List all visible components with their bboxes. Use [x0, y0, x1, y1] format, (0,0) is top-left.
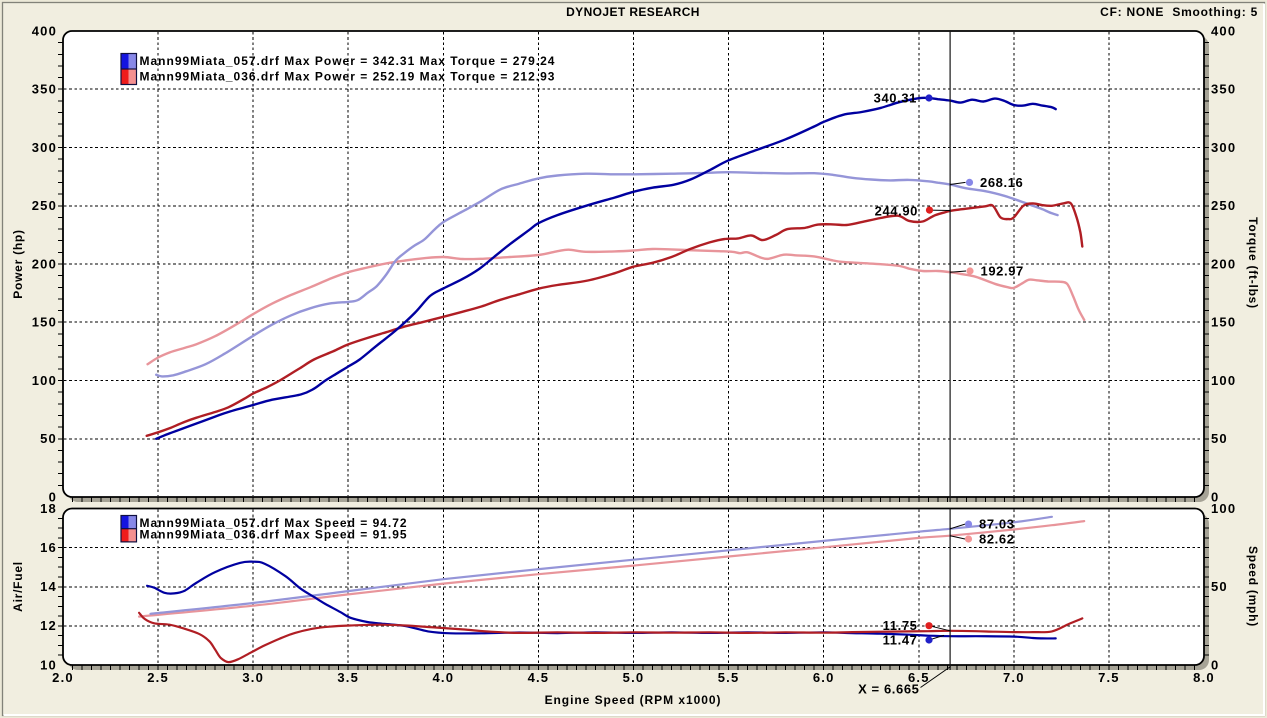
svg-text:Mann99Miata_057.drf Max Speed: Mann99Miata_057.drf Max Speed = 94.72 [140, 516, 408, 530]
svg-text:Power (hp): Power (hp) [11, 229, 25, 299]
svg-text:Speed (mph): Speed (mph) [1246, 546, 1260, 627]
svg-text:3.0: 3.0 [242, 670, 264, 685]
svg-text:100: 100 [1211, 373, 1236, 388]
svg-text:200: 200 [1211, 256, 1236, 271]
svg-text:268.16: 268.16 [980, 175, 1023, 190]
svg-text:DYNOJET RESEARCH: DYNOJET RESEARCH [566, 5, 700, 19]
svg-text:7.0: 7.0 [1003, 670, 1025, 685]
svg-text:0: 0 [1211, 489, 1219, 504]
svg-text:2.0: 2.0 [52, 670, 74, 685]
svg-text:Mann99Miata_036.drf Max Power: Mann99Miata_036.drf Max Power = 252.19 M… [140, 69, 556, 83]
svg-text:CF: NONE Smoothing: 5: CF: NONE Smoothing: 5 [1100, 5, 1258, 19]
svg-text:300: 300 [32, 140, 57, 155]
svg-text:7.5: 7.5 [1098, 670, 1120, 685]
svg-text:150: 150 [32, 315, 57, 330]
svg-text:87.03: 87.03 [979, 517, 1015, 532]
svg-text:50: 50 [40, 431, 57, 446]
svg-text:14: 14 [40, 579, 57, 594]
svg-text:250: 250 [32, 198, 57, 213]
svg-text:X = 6.665: X = 6.665 [858, 682, 919, 697]
svg-text:100: 100 [1211, 501, 1236, 516]
svg-text:244.90: 244.90 [875, 204, 918, 219]
svg-text:5.0: 5.0 [623, 670, 645, 685]
svg-text:3.5: 3.5 [337, 670, 359, 685]
svg-text:11.75: 11.75 [883, 618, 918, 633]
svg-text:100: 100 [32, 373, 57, 388]
svg-text:50: 50 [1211, 579, 1228, 594]
svg-text:2.5: 2.5 [147, 670, 169, 685]
svg-text:192.97: 192.97 [981, 264, 1024, 279]
svg-text:5.5: 5.5 [718, 670, 740, 685]
svg-text:0: 0 [1211, 657, 1219, 672]
svg-text:12: 12 [40, 618, 57, 633]
svg-text:Air/Fuel: Air/Fuel [11, 561, 25, 612]
svg-text:150: 150 [1211, 315, 1236, 330]
svg-text:400: 400 [1211, 23, 1236, 38]
svg-text:6.5: 6.5 [908, 670, 930, 685]
svg-text:0: 0 [49, 489, 57, 504]
svg-text:Engine Speed (RPM x1000): Engine Speed (RPM x1000) [545, 693, 722, 707]
svg-text:8.0: 8.0 [1193, 670, 1215, 685]
svg-text:4.0: 4.0 [432, 670, 454, 685]
svg-text:340.31: 340.31 [874, 91, 917, 106]
svg-text:350: 350 [1211, 82, 1236, 97]
svg-text:16: 16 [40, 540, 57, 555]
svg-text:10: 10 [40, 657, 57, 672]
svg-text:11.47: 11.47 [883, 633, 918, 648]
svg-text:250: 250 [1211, 198, 1236, 213]
svg-text:6.0: 6.0 [813, 670, 835, 685]
svg-text:Torque (ft-lbs): Torque (ft-lbs) [1246, 217, 1260, 309]
svg-text:50: 50 [1211, 431, 1228, 446]
svg-text:200: 200 [32, 256, 57, 271]
svg-text:18: 18 [40, 501, 57, 516]
svg-text:Mann99Miata_057.drf Max Power: Mann99Miata_057.drf Max Power = 342.31 M… [140, 54, 556, 68]
svg-text:Mann99Miata_036.drf Max Speed: Mann99Miata_036.drf Max Speed = 91.95 [140, 527, 408, 541]
svg-text:350: 350 [32, 82, 57, 97]
svg-text:82.62: 82.62 [979, 532, 1015, 547]
svg-text:4.5: 4.5 [528, 670, 550, 685]
svg-text:300: 300 [1211, 140, 1236, 155]
svg-text:400: 400 [32, 23, 57, 38]
